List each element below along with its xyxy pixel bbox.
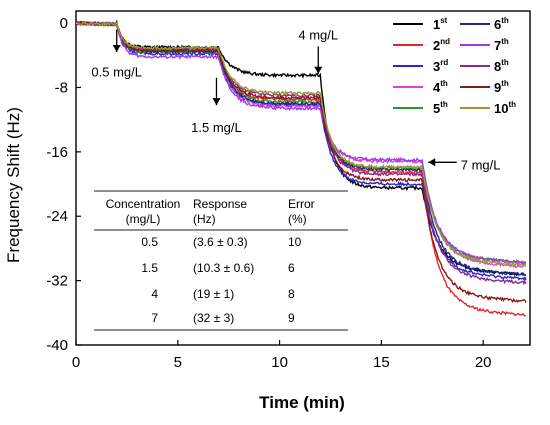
annotation-arrowhead — [314, 66, 323, 74]
table-cell: 8 — [288, 287, 295, 301]
series-line-5 — [76, 20, 527, 265]
series-line-10 — [76, 20, 527, 267]
table-header: (Hz) — [193, 212, 216, 226]
y-tick-label: 0 — [60, 15, 68, 32]
table-header: (%) — [288, 212, 307, 226]
table-cell: (3.6 ± 0.3) — [193, 235, 248, 249]
legend: 1st 2nd 3rd 4th 5th 6th 7th 8th 9th 10th — [393, 16, 516, 116]
y-tick-label: -16 — [46, 144, 68, 161]
y-tick-label: -32 — [46, 273, 68, 290]
x-tick-label: 20 — [475, 354, 492, 371]
legend-label-7: 7th — [494, 37, 509, 53]
data-table: Concentration(mg/L) Response(Hz) Error(%) 0… — [94, 190, 348, 331]
legend-label-3: 3rd — [433, 58, 448, 74]
table-header: (mg/L) — [126, 212, 161, 226]
series-line-4 — [76, 20, 527, 269]
x-tick-label: 0 — [72, 354, 80, 371]
annotation-arrowhead — [212, 98, 221, 106]
series-line-6 — [76, 20, 527, 277]
table-cell: 6 — [288, 261, 295, 275]
x-tick-label: 15 — [373, 354, 390, 371]
table-cell: (10.3 ± 0.6) — [193, 261, 254, 275]
annotation-arrowhead — [428, 158, 436, 167]
table-cell: (32 ± 3) — [193, 311, 234, 325]
annotation-label: 7 mg/L — [461, 158, 501, 173]
table-cell: 4 — [151, 287, 158, 301]
legend-label-2: 2nd — [433, 37, 450, 53]
table-cell: 7 — [151, 311, 158, 325]
table-cell: 0.5 — [141, 235, 158, 249]
annotation-label: 0.5 mg/L — [91, 64, 142, 79]
annotation-layer: 0.5 mg/L 1.5 mg/L 4 mg/L 7 mg/L — [91, 27, 500, 172]
annotation-label: 4 mg/L — [298, 27, 338, 42]
legend-label-6: 6th — [494, 16, 509, 32]
annotation-arrowhead — [112, 45, 121, 53]
x-tick-label: 10 — [271, 354, 288, 371]
table-cell: (19 ± 1) — [193, 287, 234, 301]
legend-label-10: 10th — [494, 100, 516, 116]
y-tick-label: -40 — [46, 337, 68, 354]
legend-label-5: 5th — [433, 100, 448, 116]
y-tick-label: -8 — [55, 79, 68, 96]
table-cell: 9 — [288, 311, 295, 325]
x-tick-label: 5 — [174, 354, 182, 371]
table-header: Concentration — [106, 197, 181, 211]
table-cell: 1.5 — [141, 261, 158, 275]
series-layer — [76, 19, 527, 317]
series-line-9 — [76, 20, 527, 303]
table-cell: 10 — [288, 235, 302, 249]
annotation-label: 1.5 mg/L — [191, 120, 242, 135]
table-header: Response — [193, 197, 247, 211]
legend-label-8: 8th — [494, 58, 509, 74]
series-line-7 — [76, 20, 527, 266]
plot-frame — [75, 10, 531, 346]
legend-label-4: 4th — [433, 79, 448, 95]
y-axis-label: Frequency Shift (Hz) — [4, 107, 23, 263]
table-header: Error — [288, 197, 315, 211]
legend-label-1: 1st — [433, 16, 448, 32]
legend-label-9: 9th — [494, 79, 509, 95]
y-tick-label: -24 — [46, 208, 68, 225]
x-axis-label: Time (min) — [259, 393, 345, 412]
